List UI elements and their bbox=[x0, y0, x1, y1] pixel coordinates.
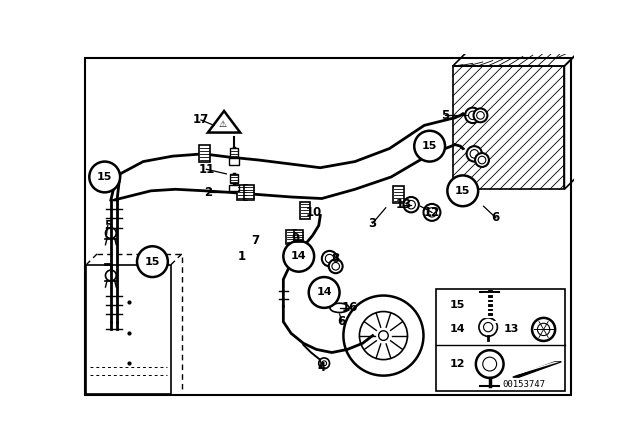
Bar bbox=[200, 146, 210, 162]
Circle shape bbox=[329, 259, 342, 273]
Text: 4: 4 bbox=[317, 362, 326, 375]
Circle shape bbox=[319, 358, 330, 369]
Circle shape bbox=[479, 318, 497, 336]
Text: 5: 5 bbox=[441, 109, 449, 122]
Text: 7: 7 bbox=[251, 234, 259, 247]
Circle shape bbox=[403, 197, 419, 212]
Bar bbox=[230, 185, 239, 191]
Text: 10: 10 bbox=[306, 206, 323, 219]
Circle shape bbox=[467, 146, 482, 162]
Circle shape bbox=[474, 108, 488, 122]
Text: 5: 5 bbox=[104, 219, 112, 232]
Bar bbox=[452, 66, 564, 189]
Text: 3: 3 bbox=[369, 217, 377, 230]
Circle shape bbox=[475, 153, 489, 167]
Circle shape bbox=[424, 204, 440, 221]
Text: 15: 15 bbox=[455, 186, 470, 196]
Text: 16: 16 bbox=[341, 302, 358, 314]
Text: 14: 14 bbox=[449, 324, 465, 334]
Text: 14: 14 bbox=[316, 288, 332, 297]
Bar bbox=[294, 230, 303, 244]
Text: 14: 14 bbox=[291, 251, 307, 261]
Circle shape bbox=[284, 241, 314, 271]
Circle shape bbox=[476, 350, 504, 378]
Text: 15: 15 bbox=[450, 300, 465, 310]
Text: 15: 15 bbox=[145, 257, 160, 267]
Text: 17: 17 bbox=[193, 113, 209, 126]
Text: 12: 12 bbox=[424, 206, 440, 219]
Circle shape bbox=[322, 251, 337, 266]
Bar bbox=[300, 202, 310, 219]
Circle shape bbox=[447, 176, 478, 206]
Circle shape bbox=[90, 162, 120, 192]
Text: 8: 8 bbox=[332, 252, 340, 265]
Bar bbox=[230, 159, 239, 165]
Text: 2: 2 bbox=[205, 186, 212, 199]
Bar bbox=[86, 265, 171, 394]
Text: 00153747: 00153747 bbox=[503, 380, 546, 389]
Circle shape bbox=[137, 246, 168, 277]
Circle shape bbox=[379, 331, 388, 340]
Text: 9: 9 bbox=[292, 232, 300, 245]
Polygon shape bbox=[515, 362, 560, 374]
Bar bbox=[287, 230, 296, 244]
Text: 6: 6 bbox=[492, 211, 500, 224]
Text: ⚠: ⚠ bbox=[218, 120, 227, 129]
Bar bbox=[230, 148, 238, 157]
Text: 1: 1 bbox=[237, 250, 246, 263]
Bar bbox=[244, 185, 255, 200]
Bar bbox=[394, 186, 404, 203]
Circle shape bbox=[414, 131, 445, 162]
Polygon shape bbox=[513, 362, 561, 377]
Text: 6: 6 bbox=[338, 315, 346, 328]
Circle shape bbox=[532, 318, 555, 341]
Text: 12: 12 bbox=[450, 359, 465, 369]
Text: 13: 13 bbox=[396, 198, 412, 211]
Text: 15: 15 bbox=[97, 172, 113, 182]
Text: 11: 11 bbox=[198, 163, 214, 176]
Text: 15: 15 bbox=[422, 141, 437, 151]
Circle shape bbox=[308, 277, 340, 308]
Bar bbox=[230, 174, 238, 183]
Bar bbox=[436, 289, 565, 391]
Text: 13: 13 bbox=[504, 324, 519, 334]
Circle shape bbox=[465, 108, 481, 123]
Bar bbox=[237, 185, 247, 200]
